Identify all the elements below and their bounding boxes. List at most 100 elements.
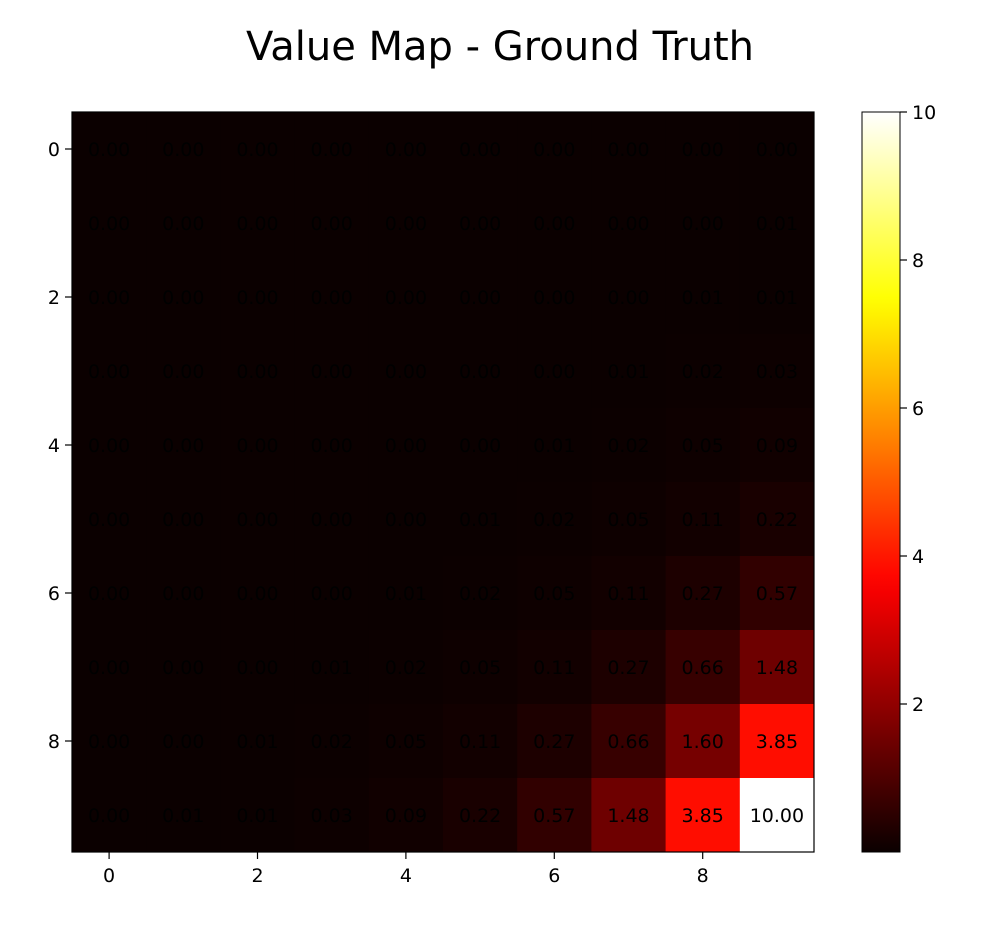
- heatmap-cell: [220, 556, 296, 631]
- y-tick-label: 4: [48, 435, 60, 457]
- cell-value-label: 0.00: [311, 583, 353, 605]
- colorbar-tick-label: 8: [912, 250, 924, 272]
- x-tick-label: 8: [697, 865, 709, 887]
- cell-value-label: 0.22: [459, 805, 501, 827]
- cell-value-label: 0.11: [607, 583, 649, 605]
- cell-value-label: 0.01: [682, 287, 724, 309]
- heatmap-cell: [368, 334, 444, 409]
- cell-value-label: 0.11: [533, 657, 575, 679]
- cell-value-label: 0.02: [682, 361, 724, 383]
- cell-value-label: 0.00: [88, 583, 130, 605]
- colorbar-tick-label: 4: [912, 546, 924, 568]
- heatmap-cell: [739, 704, 815, 779]
- heatmap-cell: [368, 630, 444, 705]
- heatmap-cell: [591, 186, 667, 261]
- cell-value-label: 0.05: [385, 731, 427, 753]
- heatmap-cell: [72, 556, 147, 631]
- cell-value-label: 0.27: [682, 583, 724, 605]
- heatmap-cell: [368, 778, 444, 853]
- cell-value-label: 0.00: [756, 139, 798, 161]
- cell-value-label: 0.00: [533, 213, 575, 235]
- cell-value-label: 0.05: [607, 509, 649, 531]
- heatmap-cell: [146, 260, 221, 335]
- cell-value-label: 0.00: [311, 139, 353, 161]
- colorbar: [861, 111, 901, 853]
- cell-value-label: 0.00: [385, 435, 427, 457]
- cell-value-label: 0.00: [162, 213, 204, 235]
- cell-value-label: 0.00: [385, 139, 427, 161]
- cell-value-label: 0.01: [756, 213, 798, 235]
- cell-value-label: 0.00: [162, 139, 204, 161]
- heatmap-cell: [220, 112, 296, 187]
- heatmap-cell: [443, 778, 518, 853]
- heatmap-cell: [368, 556, 444, 631]
- cell-value-label: 0.01: [311, 657, 353, 679]
- cell-value-label: 0.57: [533, 805, 575, 827]
- heatmap-cell: [220, 630, 296, 705]
- cell-value-label: 0.00: [236, 657, 278, 679]
- heatmap-cell: [517, 630, 592, 705]
- heatmap-cell: [220, 778, 296, 853]
- heatmap-cell: [220, 704, 296, 779]
- cell-value-label: 0.00: [88, 139, 130, 161]
- heatmap-cell: [739, 408, 815, 483]
- cell-value-label: 0.00: [682, 139, 724, 161]
- cell-value-label: 0.00: [162, 657, 204, 679]
- cell-value-label: 0.00: [162, 287, 204, 309]
- cell-value-label: 0.01: [607, 361, 649, 383]
- cell-value-label: 1.48: [756, 657, 798, 679]
- heatmap-cell: [665, 112, 741, 187]
- cell-value-label: 0.00: [236, 583, 278, 605]
- heatmap-cell: [72, 778, 147, 853]
- x-tick-label: 4: [400, 865, 412, 887]
- cell-value-label: 0.00: [88, 287, 130, 309]
- cell-value-label: 0.00: [311, 213, 353, 235]
- heatmap-cell: [146, 408, 221, 483]
- heatmap-cell: [443, 260, 518, 335]
- heatmap-cell: [517, 778, 592, 853]
- cell-value-label: 0.57: [756, 583, 798, 605]
- heatmap-cell: [739, 334, 815, 409]
- cell-value-label: 0.09: [756, 435, 798, 457]
- cell-value-label: 0.01: [162, 805, 204, 827]
- cell-value-label: 0.05: [533, 583, 575, 605]
- cell-value-label: 0.00: [236, 287, 278, 309]
- heatmap-cell: [294, 260, 370, 335]
- cell-value-label: 10.00: [750, 805, 804, 827]
- cell-value-label: 0.00: [88, 435, 130, 457]
- cell-labels: 0.00 0.00 0.00 0.00 0.00 0.00 0.00 0.00 0.00 0.00…: [88, 139, 804, 827]
- cell-value-label: 0.01: [533, 435, 575, 457]
- heatmap-cell: [294, 334, 370, 409]
- heatmap-cell: [739, 630, 815, 705]
- heatmap-cell: [665, 778, 741, 853]
- cell-value-label: 0.11: [459, 731, 501, 753]
- heatmap-cell: [517, 186, 592, 261]
- cell-value-label: 0.00: [459, 139, 501, 161]
- cell-value-label: 0.66: [607, 731, 649, 753]
- cell-value-label: 0.00: [311, 361, 353, 383]
- x-axis: 0 2 4 6 8: [103, 852, 709, 887]
- heatmap-cells: [72, 112, 815, 853]
- cell-value-label: 3.85: [756, 731, 798, 753]
- cell-value-label: 0.01: [236, 805, 278, 827]
- heatmap-cell: [665, 630, 741, 705]
- cell-value-label: 1.60: [682, 731, 724, 753]
- heatmap-cell: [443, 408, 518, 483]
- heatmap-cell: [443, 334, 518, 409]
- heatmap-cell: [591, 112, 667, 187]
- cell-value-label: 0.00: [311, 287, 353, 309]
- heatmap-cell: [220, 408, 296, 483]
- cell-value-label: 0.00: [88, 213, 130, 235]
- cell-value-label: 0.00: [311, 509, 353, 531]
- heatmap-cell: [665, 704, 741, 779]
- heatmap-cell: [72, 630, 147, 705]
- heatmap-cell: [368, 482, 444, 557]
- heatmap-cell: [72, 334, 147, 409]
- heatmap-cell: [443, 704, 518, 779]
- heatmap-cell: [665, 334, 741, 409]
- cell-value-label: 0.02: [533, 509, 575, 531]
- heatmap-cell: [517, 112, 592, 187]
- cell-value-label: 0.00: [385, 213, 427, 235]
- cell-value-label: 0.00: [236, 509, 278, 531]
- cell-value-label: 0.00: [162, 361, 204, 383]
